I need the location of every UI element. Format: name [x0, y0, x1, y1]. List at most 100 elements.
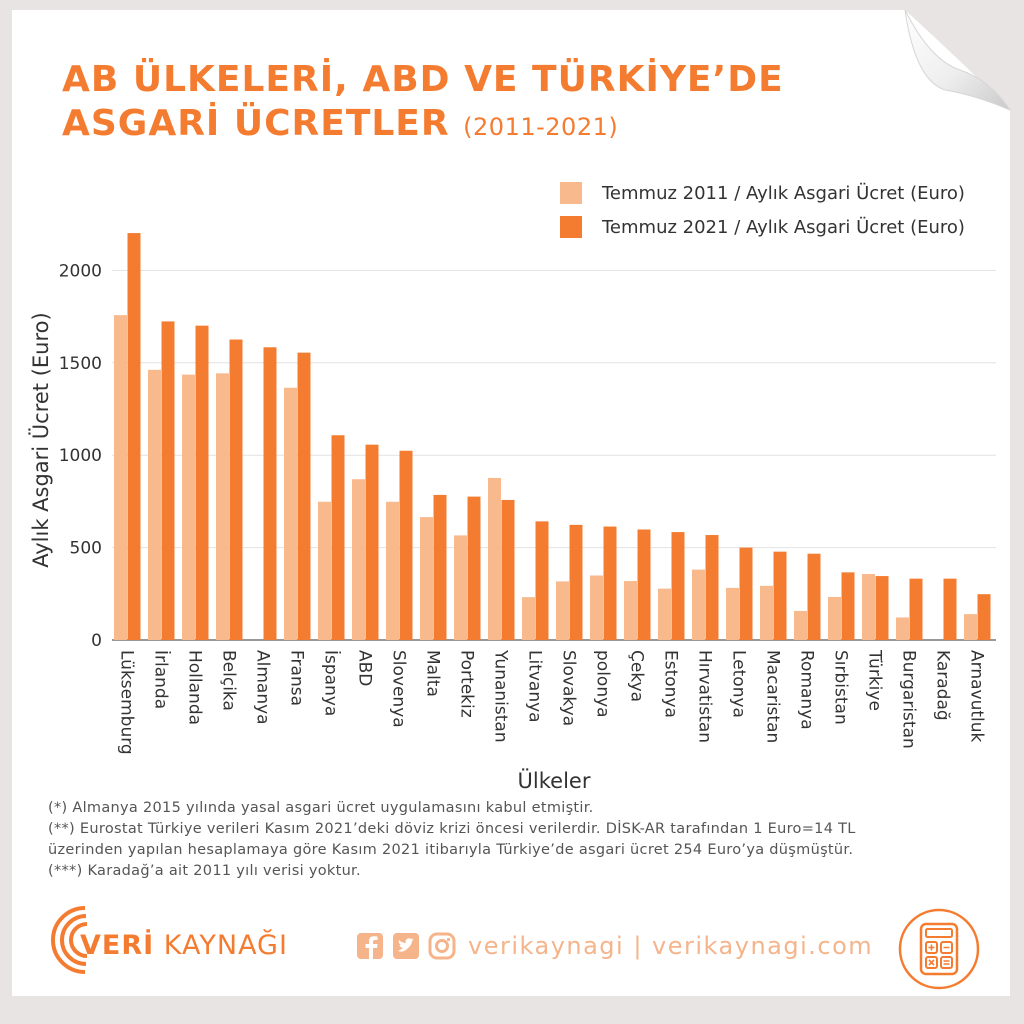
x-tick-label: Fransa	[287, 650, 307, 706]
footnote-2: (**) Eurostat Türkiye verileri Kasım 202…	[48, 821, 856, 837]
bar-2011	[624, 581, 637, 640]
title-years: (2011-2021)	[463, 113, 619, 141]
footnote-2-continued: üzerinden yapılan hesaplamaya göre Kasım…	[48, 842, 854, 858]
title-line-1: AB ÜLKELERİ, ABD VE TÜRKİYE’DE	[62, 59, 784, 100]
x-tick-label: Sırbistan	[831, 650, 851, 725]
twitter-icon[interactable]	[392, 932, 420, 960]
bar-2021	[535, 521, 549, 640]
bar-2021	[739, 547, 753, 640]
x-tick-label: Belçika	[219, 650, 239, 711]
bar-2011	[556, 581, 569, 640]
social-handle[interactable]: verikaynagi | verikaynagi.com	[468, 932, 874, 960]
x-tick-label: Romanya	[797, 650, 817, 730]
x-tick-label: polonya	[593, 650, 613, 718]
y-tick-label: 1000	[59, 446, 102, 466]
y-tick-label: 0	[91, 631, 102, 651]
bar-2021	[977, 594, 991, 640]
bar-2021	[161, 321, 175, 640]
x-tick-label: Karadağ	[933, 650, 953, 721]
bar-2021	[501, 499, 515, 640]
social-links: verikaynagi | verikaynagi.com	[356, 932, 873, 960]
bar-2011	[726, 587, 739, 640]
chart-legend: Temmuz 2011 / Aylık Asgari Ücret (Euro) …	[560, 176, 965, 244]
x-tick-label: Burgaristan	[899, 650, 919, 749]
x-tick-label: Litvanya	[525, 650, 545, 723]
bar-2011	[148, 369, 161, 640]
bar-2021	[875, 576, 889, 640]
bar-2011	[114, 315, 127, 640]
bar-2011	[794, 610, 807, 640]
x-tick-label: Hollanda	[185, 650, 205, 725]
bar-2011	[182, 374, 195, 640]
bar-2021	[365, 444, 379, 640]
instagram-icon[interactable]	[428, 932, 456, 960]
x-tick-label: Arnavutluk	[967, 650, 987, 743]
bar-2021	[603, 526, 617, 640]
bar-2011	[896, 617, 909, 640]
bar-2021	[467, 496, 481, 640]
bar-2011	[658, 588, 671, 640]
bar-2011	[284, 387, 297, 640]
legend-item-2011: Temmuz 2011 / Aylık Asgari Ücret (Euro)	[560, 176, 965, 210]
x-tick-label: Almanya	[253, 650, 273, 725]
legend-item-2021: Temmuz 2021 / Aylık Asgari Ücret (Euro)	[560, 210, 965, 244]
x-tick-label: Hırvatistan	[695, 650, 715, 743]
y-axis-label: Aylık Asgari Ücret (Euro)	[28, 312, 53, 567]
bar-2011	[828, 596, 841, 640]
footnotes: (*) Almanya 2015 yılında yasal asgari üc…	[48, 798, 978, 882]
logo-text: VERİ KAYNAĞI	[80, 930, 288, 961]
bar-2011	[692, 569, 705, 640]
bar-2021	[263, 347, 277, 640]
title-line-2-text: ASGARİ ÜCRETLER	[62, 103, 450, 144]
title-line-2: ASGARİ ÜCRETLER (2011-2021)	[62, 102, 784, 149]
bar-2021	[909, 578, 923, 640]
bar-2021	[331, 435, 345, 640]
legend-label-2011: Temmuz 2011 / Aylık Asgari Ücret (Euro)	[602, 182, 965, 204]
bar-2021	[637, 529, 651, 640]
x-tick-label: Malta	[423, 650, 443, 697]
x-axis-label: Ülkeler	[518, 768, 591, 793]
bar-2011	[420, 517, 433, 640]
bar-2011	[318, 501, 331, 640]
bar-2011	[522, 597, 535, 640]
bar-2011	[352, 479, 365, 640]
veri-kaynagi-logo-icon	[51, 906, 88, 974]
logo-text-rest: KAYNAĞI	[154, 930, 288, 961]
footnote-1: (*) Almanya 2015 yılında yasal asgari üc…	[48, 800, 594, 816]
bar-2021	[399, 450, 413, 640]
bar-2021	[569, 524, 583, 640]
y-tick-label: 2000	[59, 261, 102, 281]
bar-2021	[943, 578, 957, 640]
x-tick-label: Slovenya	[389, 650, 409, 728]
x-tick-label: Macaristan	[763, 650, 783, 743]
x-tick-label: İspanya	[321, 650, 342, 716]
x-tick-label: İrlanda	[151, 650, 172, 709]
logo-text-bold: VERİ	[80, 930, 155, 961]
legend-swatch-2011	[560, 182, 582, 204]
calculator-icon	[898, 908, 980, 990]
bar-chart: 0 500 1000 1500 2000 Lüksemburg İrlanda Holland…	[28, 233, 996, 793]
legend-swatch-2021	[560, 216, 582, 238]
footnote-3: (***) Karadağ’a ait 2011 yılı verisi yok…	[48, 863, 361, 879]
bar-2021	[705, 535, 719, 640]
chart-title: AB ÜLKELERİ, ABD VE TÜRKİYE’DE ASGARİ ÜC…	[62, 58, 784, 149]
x-tick-label: Çekya	[627, 650, 647, 702]
facebook-icon[interactable]	[356, 932, 384, 960]
bar-2021	[841, 572, 855, 640]
y-tick-label: 500	[70, 539, 102, 559]
bar-2011	[590, 575, 603, 640]
x-tick-label: Slovakya	[559, 650, 579, 726]
bar-2021	[807, 553, 821, 640]
x-tick-label: Letonya	[729, 650, 749, 718]
x-tick-label: Yunanistan	[491, 649, 511, 743]
x-tick-label: Portekiz	[457, 650, 477, 718]
bar-2011	[386, 501, 399, 640]
x-tick-label: Estonya	[661, 650, 681, 718]
bar-2021	[229, 339, 243, 640]
bar-2011	[454, 535, 467, 640]
bar-2021	[433, 494, 447, 640]
x-tick-label: ABD	[355, 650, 375, 686]
bar-2011	[862, 574, 875, 640]
bar-2011	[488, 477, 501, 640]
bar-2011	[216, 373, 229, 640]
